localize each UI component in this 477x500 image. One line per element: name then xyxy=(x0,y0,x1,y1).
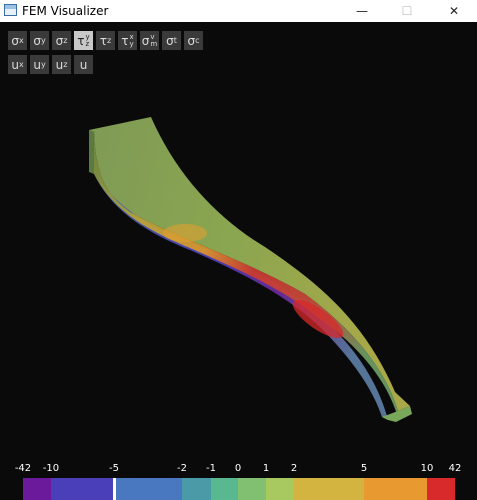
stress-hotspot-yellow xyxy=(163,224,207,242)
toolbar-button-u[interactable]: u xyxy=(74,55,93,74)
scale-color-band xyxy=(182,478,211,500)
toolbar-button-subscript: z xyxy=(85,39,90,48)
scale-tick-label: 0 xyxy=(234,463,242,474)
color-scale-bar xyxy=(23,478,455,500)
toolbar-button-symbol: σ xyxy=(55,33,64,48)
beam-end-face-left xyxy=(89,130,94,174)
close-icon: ✕ xyxy=(448,4,460,18)
scale-current-value-marker[interactable] xyxy=(113,478,116,500)
scale-color-band xyxy=(238,478,266,500)
scale-tick-label: -5 xyxy=(109,463,119,474)
scale-tick-label: -1 xyxy=(206,463,216,474)
title-bar: FEM Visualizer — ☐ ✕ xyxy=(0,0,477,22)
toolbar-button-subscript: y xyxy=(40,35,46,45)
toolbar-button-subscript: x xyxy=(18,59,24,69)
scale-tick-label: -42 xyxy=(14,463,32,474)
scale-color-band xyxy=(51,478,114,500)
window-title: FEM Visualizer xyxy=(22,4,109,18)
stress-hotspot-red xyxy=(292,299,344,339)
scale-color-band xyxy=(364,478,427,500)
toolbar-button-subscript: z xyxy=(107,35,112,45)
scale-color-band xyxy=(294,478,364,500)
toolbar-button-symbol: u xyxy=(33,57,41,72)
scale-color-band xyxy=(23,478,51,500)
toolbar-button-symbol: u xyxy=(79,57,88,72)
minimize-icon: — xyxy=(356,4,368,18)
scale-color-band xyxy=(211,478,238,500)
toolbar-button-symbol: τ xyxy=(121,33,129,48)
toolbar-button-symbol: u xyxy=(11,57,19,72)
scale-color-band xyxy=(266,478,294,500)
scale-tick-label: 42 xyxy=(448,463,462,474)
toolbar-button-subscript: z xyxy=(63,59,68,69)
close-button[interactable]: ✕ xyxy=(431,0,477,22)
scale-color-band xyxy=(114,478,182,500)
toolbar-button-symbol: τ xyxy=(99,33,108,48)
toolbar-button-subscript: y xyxy=(129,39,134,48)
maximize-icon: ☐ xyxy=(401,4,413,18)
scale-tick-label: 2 xyxy=(290,463,298,474)
toolbar-button-symbol: σ xyxy=(11,33,19,48)
toolbar-button-symbol: σ xyxy=(187,33,196,48)
toolbar-button-subscript: y xyxy=(40,59,46,69)
toolbar-button-subscript: z xyxy=(63,35,68,45)
maximize-button[interactable]: ☐ xyxy=(384,0,430,22)
toolbar-button-subscript: c xyxy=(195,35,200,45)
toolbar-button-symbol: σ xyxy=(33,33,41,48)
toolbar-button-subscript: x xyxy=(18,35,24,45)
toolbar-button-superscript: y xyxy=(85,32,90,41)
toolbar-button-subscript: m xyxy=(150,39,158,48)
toolbar-button-subscript: t xyxy=(173,35,177,45)
toolbar-button-symbol: u xyxy=(55,57,64,72)
scale-tick-label: 1 xyxy=(262,463,270,474)
scale-tick-label: -10 xyxy=(42,463,60,474)
toolbar-button-symbol: τ xyxy=(77,33,85,48)
fem-beam-model[interactable] xyxy=(0,22,477,500)
scale-color-band xyxy=(427,478,455,500)
beam-end-face-right xyxy=(382,406,412,422)
toolbar-button-superscript: x xyxy=(129,32,134,41)
minimize-button[interactable]: — xyxy=(339,0,385,22)
scale-tick-label: -2 xyxy=(177,463,187,474)
toolbar-button-symbol: σ xyxy=(141,33,150,48)
scale-tick-label: 10 xyxy=(420,463,434,474)
beam-top-face xyxy=(89,117,410,411)
toolbar-button-symbol: σ xyxy=(166,33,174,48)
toolbar-button-superscript: v xyxy=(150,32,155,41)
app-icon xyxy=(4,4,17,16)
scale-tick-label: 5 xyxy=(360,463,368,474)
